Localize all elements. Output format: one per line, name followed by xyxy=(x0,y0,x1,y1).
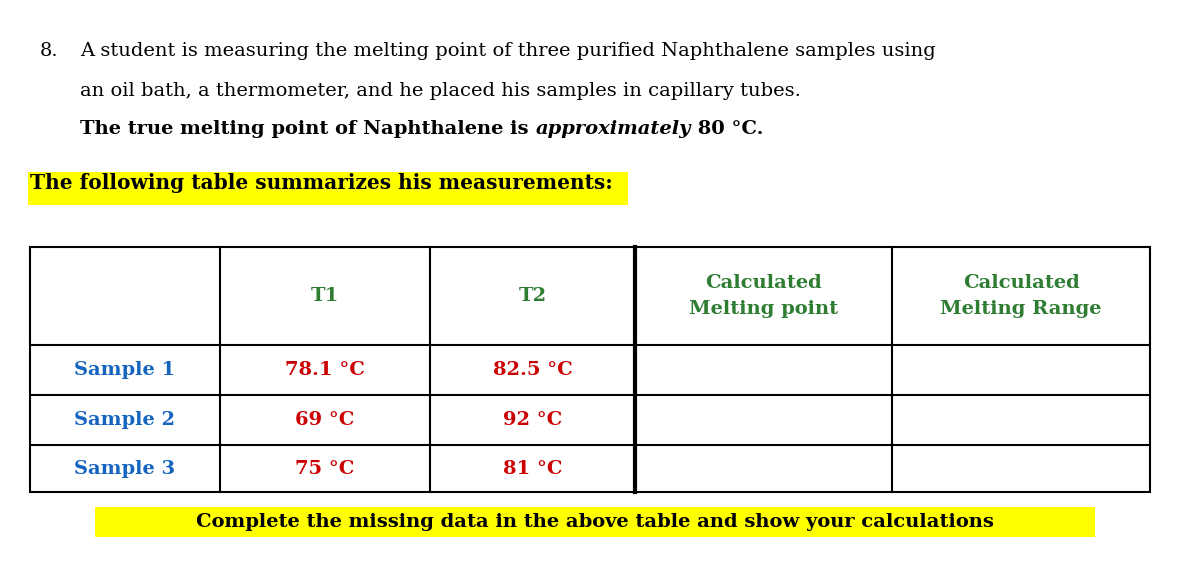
Text: an oil bath, a thermometer, and he placed his samples in capillary tubes.: an oil bath, a thermometer, and he place… xyxy=(80,82,800,100)
Text: T2: T2 xyxy=(518,287,546,305)
Text: A student is measuring the melting point of three purified Naphthalene samples u: A student is measuring the melting point… xyxy=(80,42,936,60)
Text: Melting Range: Melting Range xyxy=(941,300,1102,318)
Text: 82.5 °C: 82.5 °C xyxy=(493,361,572,379)
Text: T1: T1 xyxy=(311,287,340,305)
Text: Complete the missing data in the above table and show your calculations: Complete the missing data in the above t… xyxy=(196,513,994,531)
Text: approximately: approximately xyxy=(535,120,691,138)
Text: 69 °C: 69 °C xyxy=(295,411,355,429)
Text: 8.: 8. xyxy=(40,42,59,60)
Text: 78.1 °C: 78.1 °C xyxy=(286,361,365,379)
Text: Calculated: Calculated xyxy=(962,275,1079,292)
Text: Calculated: Calculated xyxy=(706,275,822,292)
Text: Sample 1: Sample 1 xyxy=(74,361,175,379)
Text: 80 °C.: 80 °C. xyxy=(691,120,763,138)
Text: 81 °C: 81 °C xyxy=(503,460,563,477)
Text: The following table summarizes his measurements:: The following table summarizes his measu… xyxy=(30,173,613,193)
Text: Melting point: Melting point xyxy=(689,300,838,318)
Text: 75 °C: 75 °C xyxy=(295,460,355,477)
Text: 92 °C: 92 °C xyxy=(503,411,562,429)
Text: Sample 2: Sample 2 xyxy=(74,411,175,429)
Text: The true melting point of Naphthalene is: The true melting point of Naphthalene is xyxy=(80,120,535,138)
Text: Sample 3: Sample 3 xyxy=(74,460,175,477)
